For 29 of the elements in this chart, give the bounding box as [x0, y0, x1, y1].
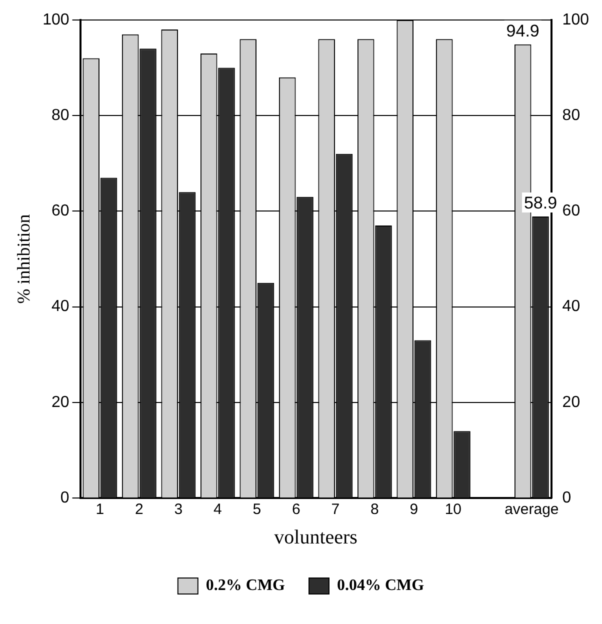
y-tick-label: 60 — [52, 202, 70, 220]
y-tick-label: 20 — [52, 394, 70, 411]
legend-label: 0.2% CMG — [206, 577, 286, 594]
y-tick-label: 40 — [52, 298, 70, 316]
x-tick-label: 8 — [370, 501, 379, 518]
x-tick-label: 4 — [214, 501, 222, 518]
x-tick-label: 5 — [252, 501, 262, 518]
x-tick-label: 3 — [174, 501, 183, 518]
data-label: 58.9 — [524, 194, 558, 213]
y-axis-title: % inhibition — [14, 214, 34, 304]
y2-tick-label: 40 — [562, 298, 580, 316]
x-tick-label: average — [504, 501, 559, 518]
x-tick-label: 10 — [444, 501, 462, 518]
y-tick-label: 100 — [42, 11, 70, 28]
x-tick-label: 2 — [135, 501, 144, 518]
x-tick-label: 1 — [96, 501, 104, 518]
y2-tick-label: 80 — [562, 107, 580, 124]
data-label: 94.9 — [506, 22, 540, 41]
y2-tick-label: 60 — [562, 202, 580, 220]
y2-tick-label: 100 — [562, 11, 590, 28]
x-tick-label: 7 — [331, 501, 340, 518]
y2-tick-label: 20 — [562, 394, 580, 411]
x-tick-label: 6 — [292, 501, 300, 518]
x-axis-title: volunteers — [274, 526, 358, 548]
y2-tick-label: 0 — [562, 489, 572, 506]
legend-label: 0.04% CMG — [337, 577, 425, 594]
y-tick-label: 80 — [52, 107, 70, 124]
y-tick-label: 0 — [60, 489, 70, 506]
x-tick-label: 9 — [410, 501, 418, 518]
